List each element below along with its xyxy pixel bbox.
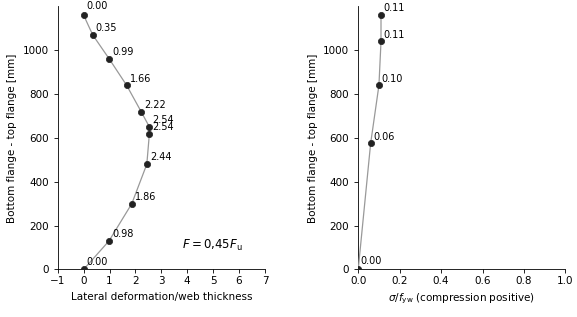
Text: 0.00: 0.00 xyxy=(361,256,382,266)
Text: 2.44: 2.44 xyxy=(150,152,171,162)
Text: 0.11: 0.11 xyxy=(384,3,405,13)
Y-axis label: Bottom flange - top flange [mm]: Bottom flange - top flange [mm] xyxy=(308,53,317,223)
Text: 0.11: 0.11 xyxy=(384,30,405,40)
X-axis label: $\sigma/f_\mathrm{yw}$ (compression positive): $\sigma/f_\mathrm{yw}$ (compression posi… xyxy=(388,292,535,306)
Text: 2.54: 2.54 xyxy=(152,115,174,125)
Text: 0.35: 0.35 xyxy=(96,23,117,33)
Text: 0.06: 0.06 xyxy=(373,132,395,142)
Text: 1.66: 1.66 xyxy=(130,74,151,83)
Text: 1.86: 1.86 xyxy=(135,192,156,202)
Y-axis label: Bottom flange - top flange [mm]: Bottom flange - top flange [mm] xyxy=(7,53,17,223)
Text: 2.22: 2.22 xyxy=(144,100,166,110)
Text: $F = 0{,}45F_\mathrm{u}$: $F = 0{,}45F_\mathrm{u}$ xyxy=(182,238,243,253)
Text: 2.54: 2.54 xyxy=(152,122,174,132)
Text: 0.00: 0.00 xyxy=(87,1,108,11)
Text: 0.10: 0.10 xyxy=(381,74,403,83)
X-axis label: Lateral deformation/web thickness: Lateral deformation/web thickness xyxy=(70,292,252,302)
Text: 0.98: 0.98 xyxy=(112,229,133,239)
Text: 0.00: 0.00 xyxy=(87,257,108,267)
Text: 0.99: 0.99 xyxy=(113,47,134,57)
